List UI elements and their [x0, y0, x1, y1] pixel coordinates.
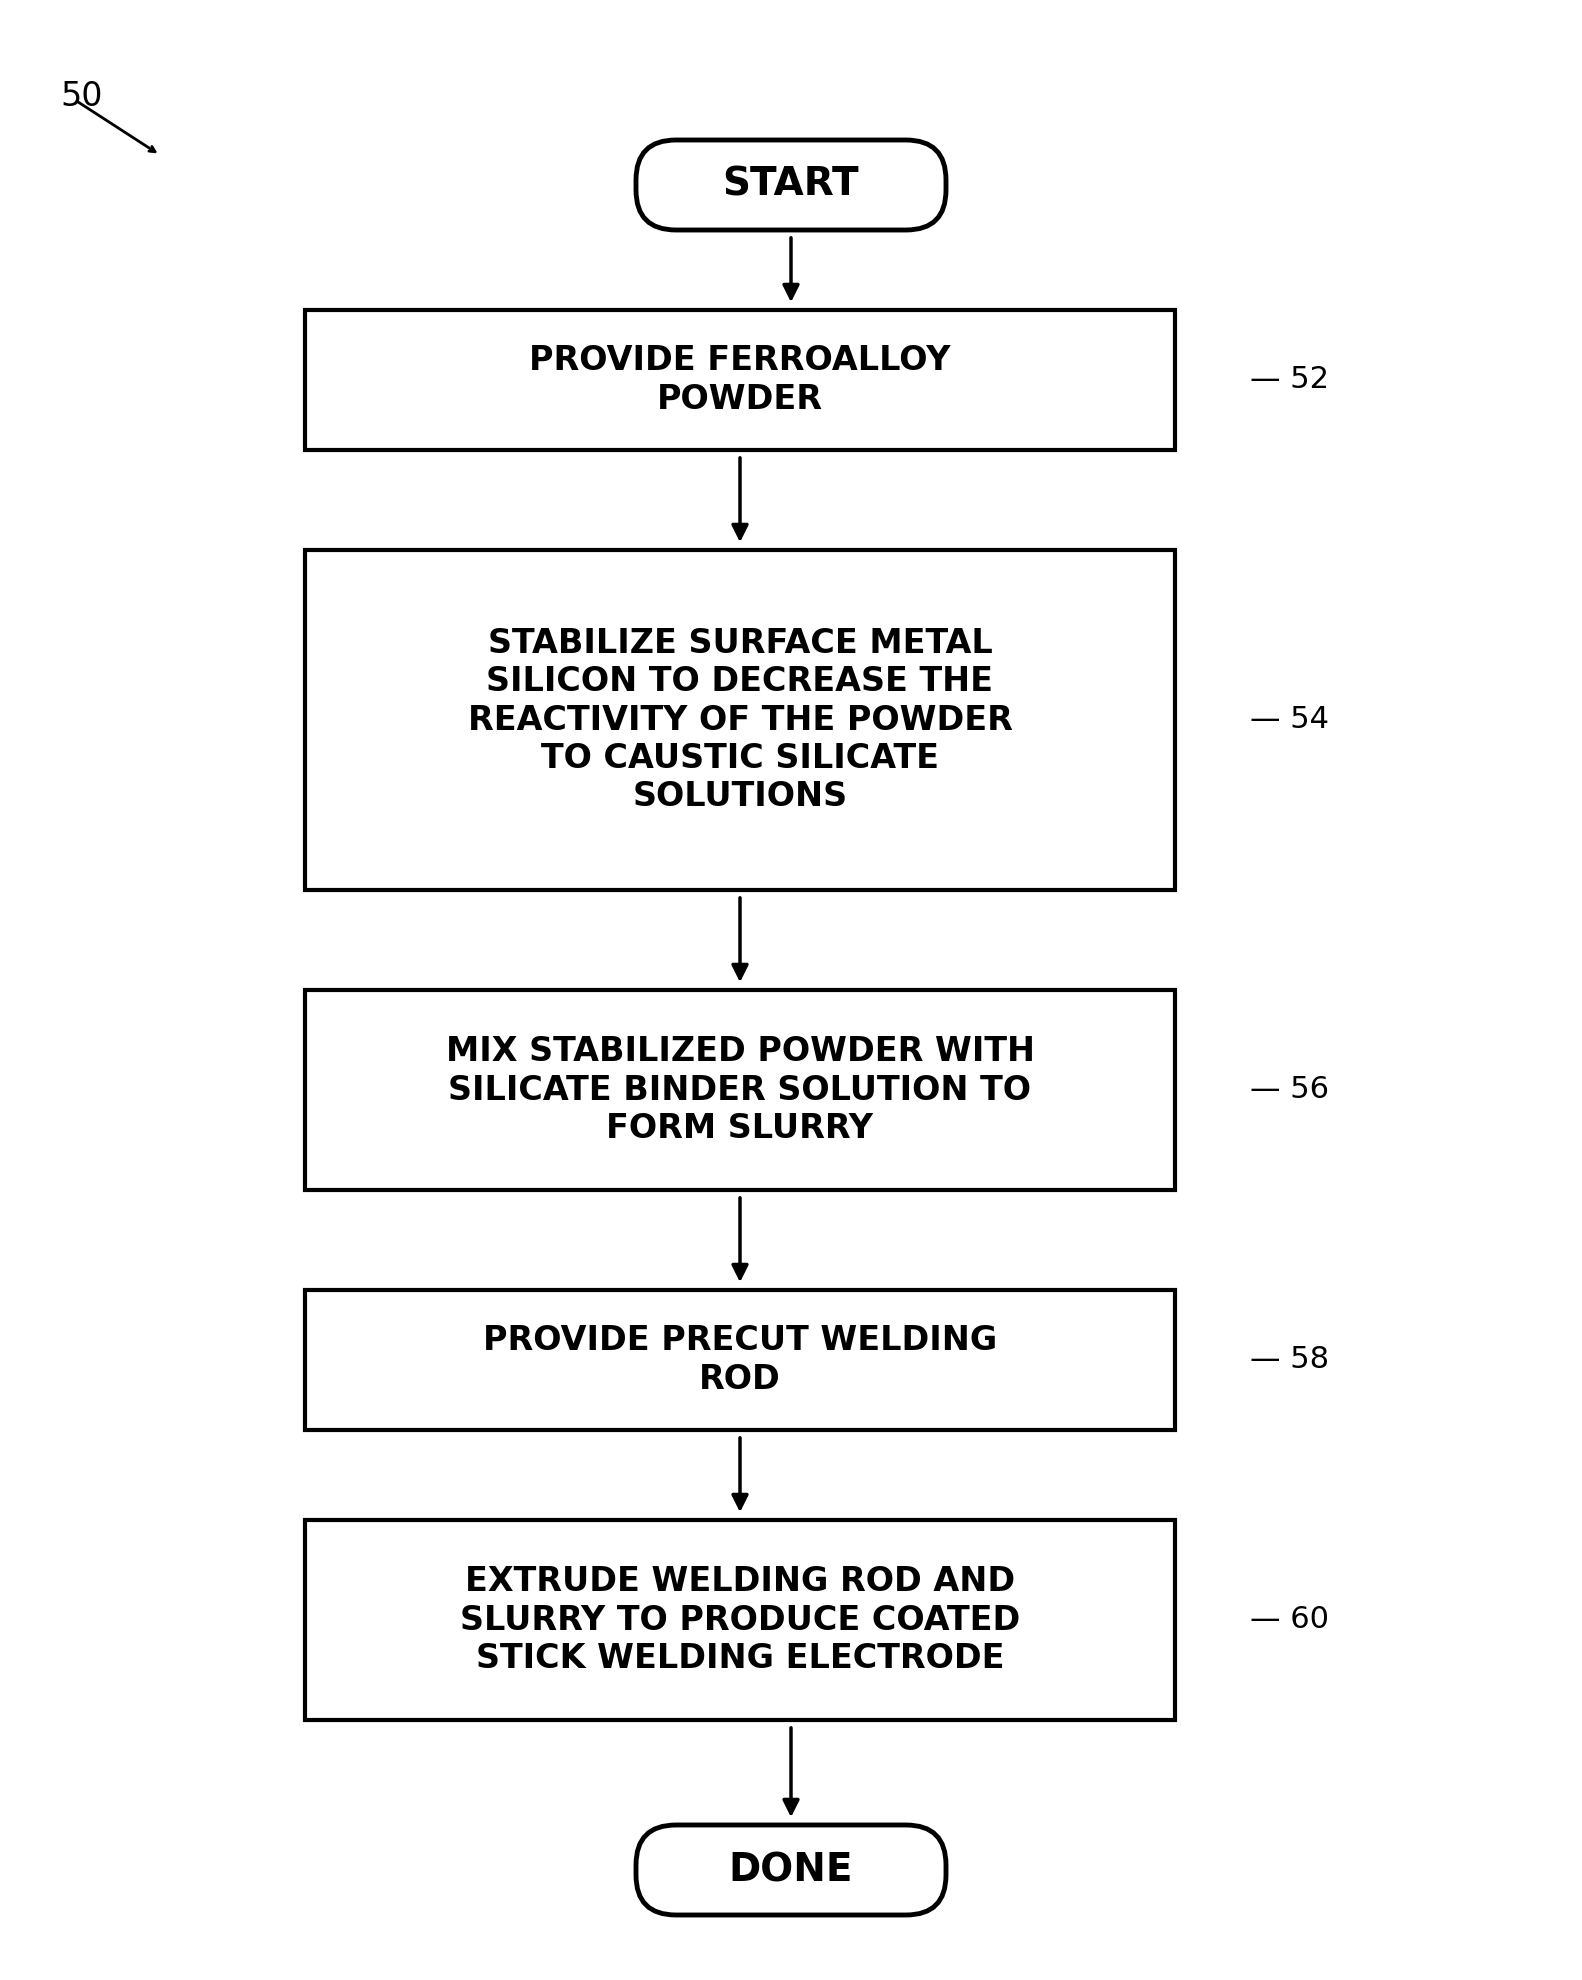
Text: — 56: — 56 — [1250, 1075, 1329, 1105]
FancyBboxPatch shape — [636, 141, 946, 230]
Bar — [305, 550, 1175, 889]
Text: START: START — [723, 166, 859, 204]
Bar — [305, 1521, 1175, 1721]
Bar — [305, 1291, 1175, 1430]
Text: — 54: — 54 — [1250, 705, 1329, 735]
FancyBboxPatch shape — [636, 1826, 946, 1915]
Bar — [305, 311, 1175, 449]
Text: STABILIZE SURFACE METAL
SILICON TO DECREASE THE
REACTIVITY OF THE POWDER
TO CAUS: STABILIZE SURFACE METAL SILICON TO DECRE… — [468, 628, 1012, 814]
Bar — [305, 990, 1175, 1190]
Text: PROVIDE PRECUT WELDING
ROD: PROVIDE PRECUT WELDING ROD — [483, 1325, 997, 1396]
Text: MIX STABILIZED POWDER WITH
SILICATE BINDER SOLUTION TO
FORM SLURRY: MIX STABILIZED POWDER WITH SILICATE BIND… — [446, 1036, 1035, 1144]
Text: EXTRUDE WELDING ROD AND
SLURRY TO PRODUCE COATED
STICK WELDING ELECTRODE: EXTRUDE WELDING ROD AND SLURRY TO PRODUC… — [460, 1566, 1020, 1675]
Text: — 52: — 52 — [1250, 366, 1329, 394]
Text: — 60: — 60 — [1250, 1606, 1329, 1635]
Text: — 58: — 58 — [1250, 1346, 1329, 1374]
Text: DONE: DONE — [729, 1851, 853, 1889]
Text: PROVIDE FERROALLOY
POWDER: PROVIDE FERROALLOY POWDER — [530, 345, 951, 416]
Text: 50: 50 — [60, 79, 103, 113]
